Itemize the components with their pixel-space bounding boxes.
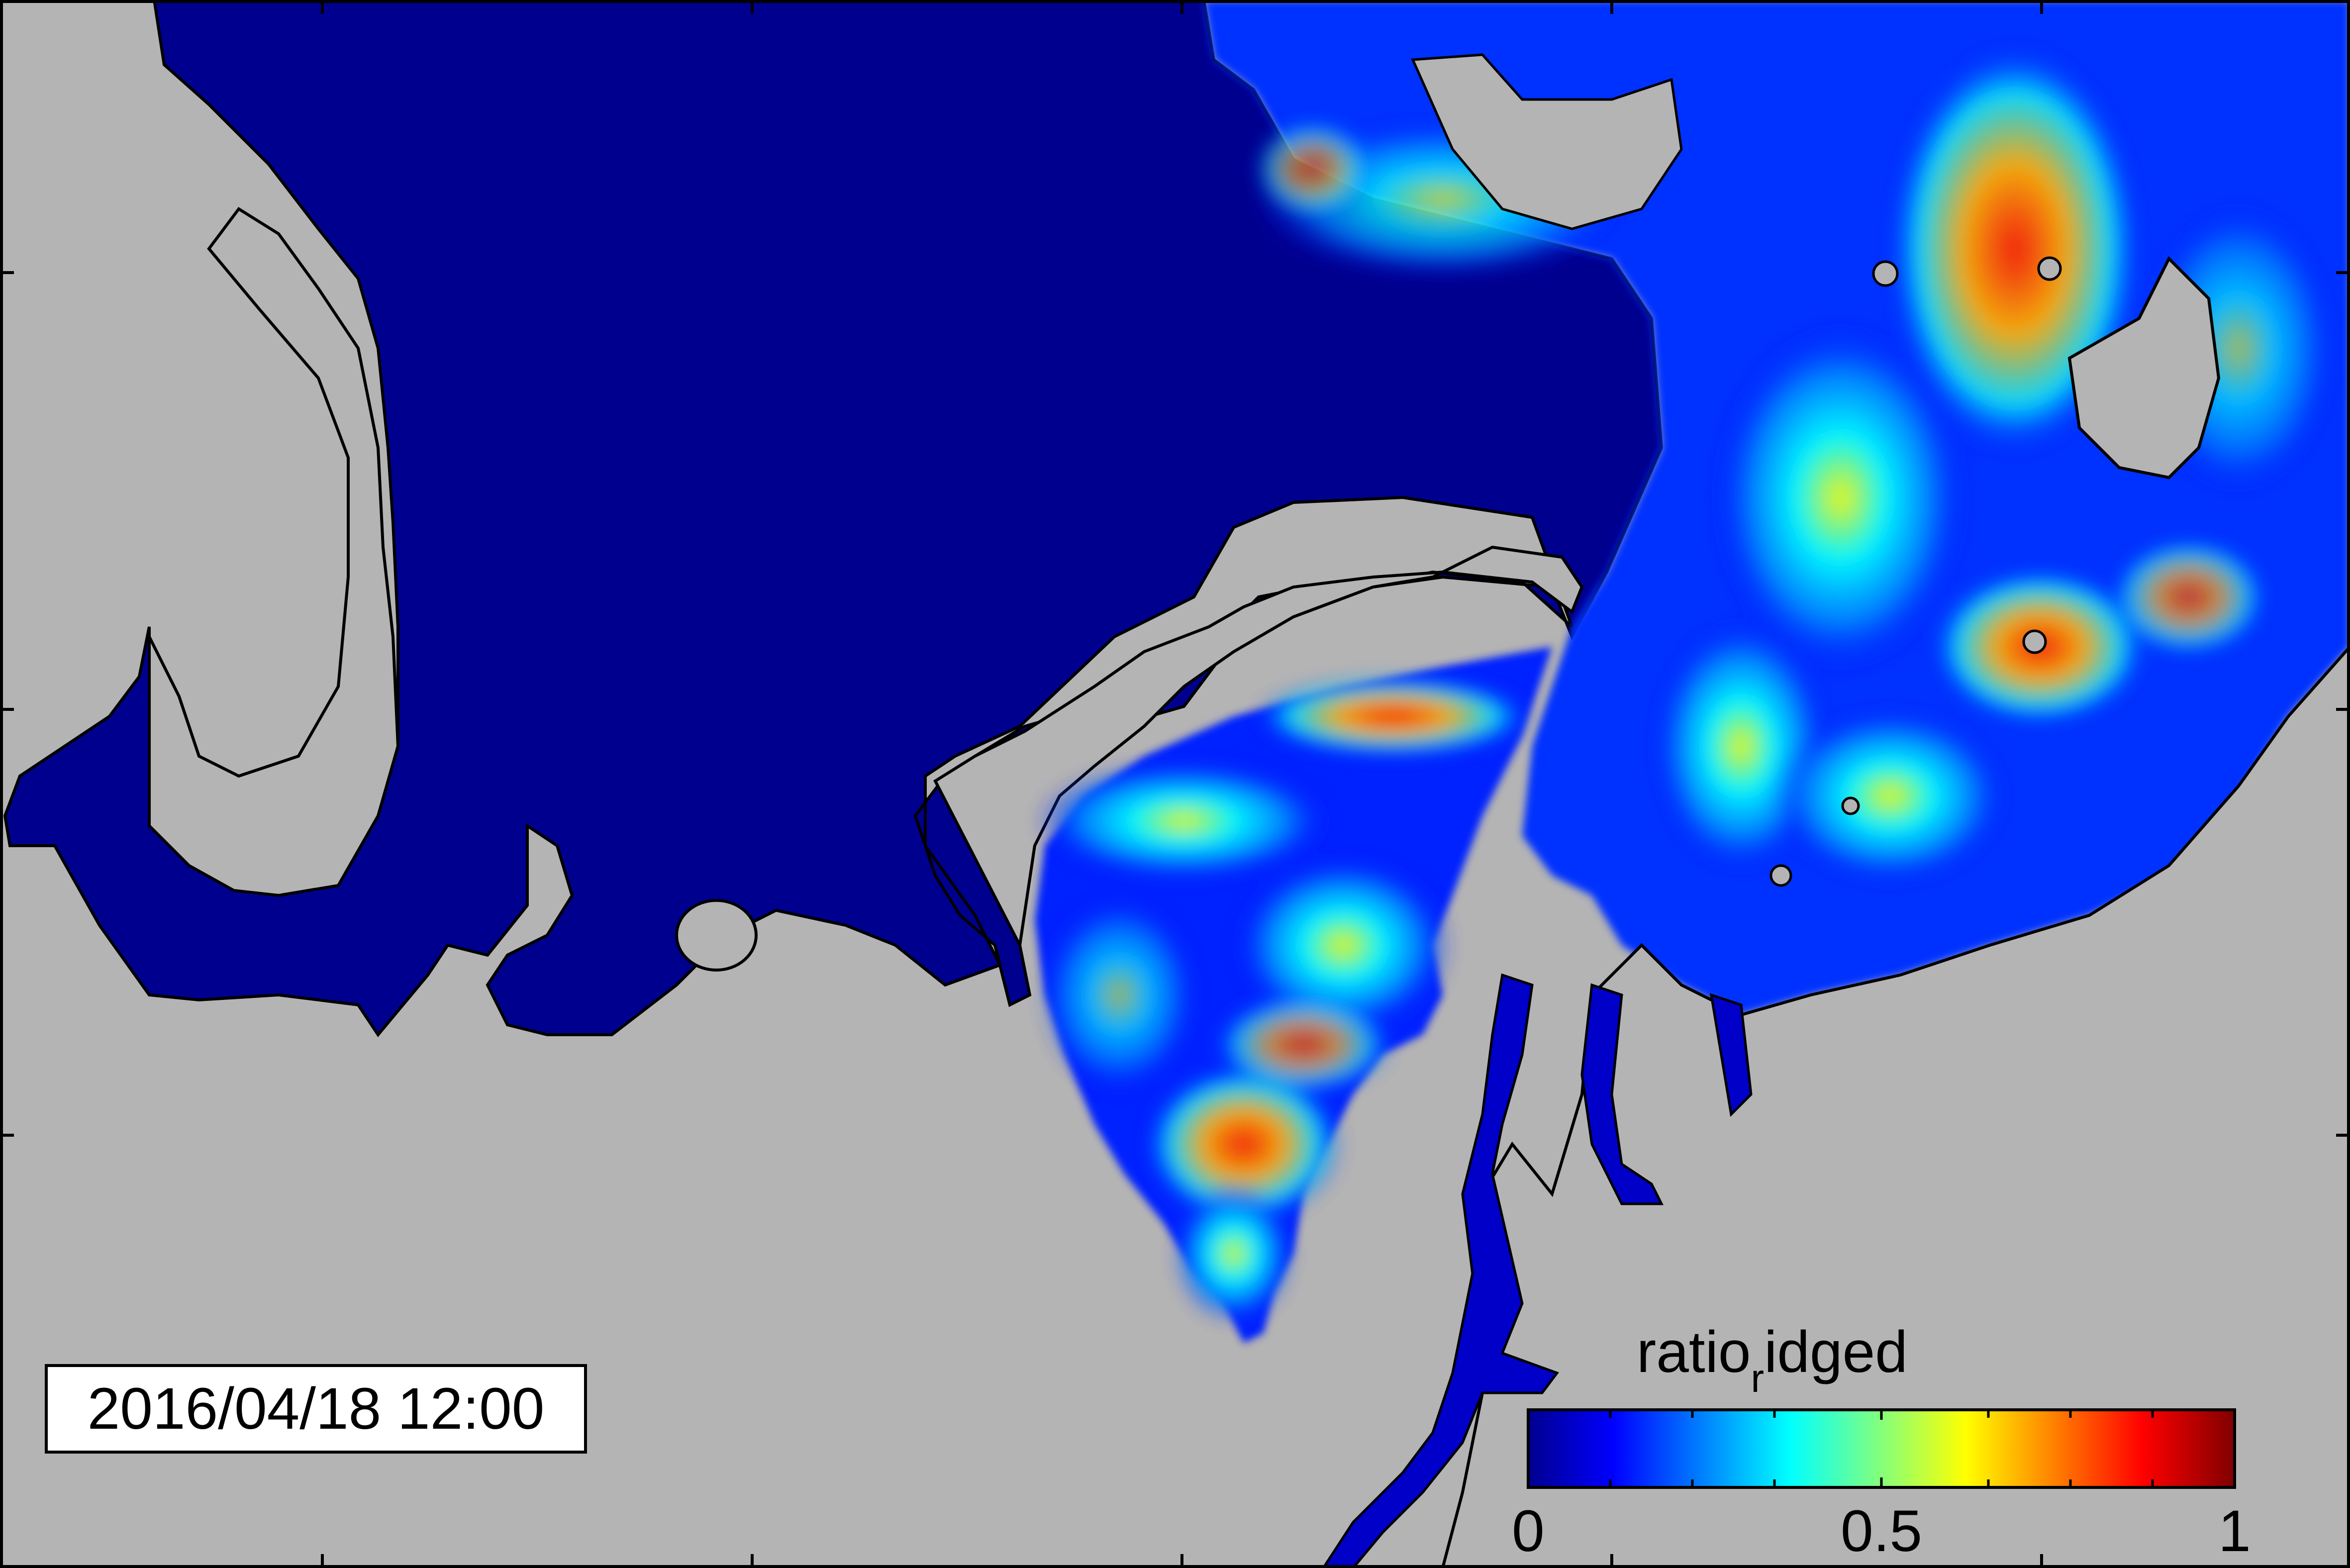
colorbar-max-label: 1 <box>2218 1498 2251 1564</box>
land-islet-2 <box>2037 256 2062 281</box>
colorbar-title: ratioridged <box>1637 1318 1908 1400</box>
colorbar <box>1527 1408 2236 1489</box>
land-top-islands <box>1411 53 1683 230</box>
river-estuary-1 <box>1322 973 1560 1568</box>
colorbar-mid-label: 0.5 <box>1840 1498 1923 1564</box>
land-west-peninsula <box>148 206 400 897</box>
land-islet-5 <box>1841 796 1860 815</box>
land-kola <box>933 545 1584 950</box>
river-estuary-2 <box>1580 983 1664 1205</box>
river-estuary-3 <box>1709 993 1753 1117</box>
colorbar-title-rest: idged <box>1764 1319 1908 1385</box>
land-islet-1 <box>1872 260 1899 287</box>
timestamp-label: 2016/04/18 12:00 <box>45 1364 587 1454</box>
colorbar-min-label: 0 <box>1512 1498 1545 1564</box>
colorbar-title-sub: r <box>1751 1356 1764 1400</box>
timestamp-text: 2016/04/18 12:00 <box>87 1376 545 1442</box>
land-island-south <box>675 899 758 972</box>
land-islet-3 <box>2022 629 2047 654</box>
colorbar-title-main: ratio <box>1637 1319 1751 1385</box>
colorbar-ticks <box>1527 1410 2236 1487</box>
land-islet-4 <box>1769 864 1792 887</box>
white-sea-ice-texture <box>1035 677 1532 1323</box>
land-east-coast <box>1441 644 2350 1568</box>
land-east-island <box>2067 256 2221 480</box>
